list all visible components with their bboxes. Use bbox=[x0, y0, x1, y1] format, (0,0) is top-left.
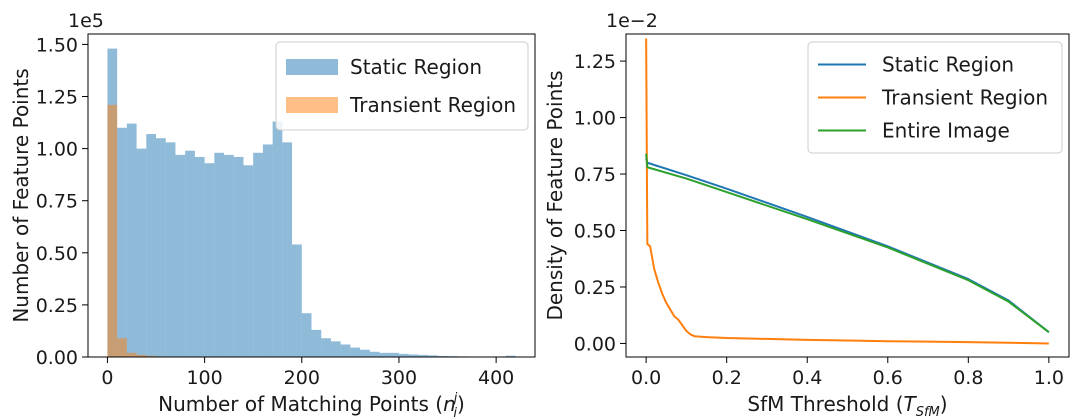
histogram-bar bbox=[369, 351, 380, 357]
x-axis-label: SfM Threshold (TSfM) bbox=[747, 392, 947, 420]
y-tick-label: 1.25 bbox=[36, 87, 78, 109]
histogram-bar bbox=[194, 156, 205, 357]
y-tick-label: 1.50 bbox=[36, 34, 78, 56]
histogram-bar bbox=[233, 156, 244, 357]
histogram-bar bbox=[350, 347, 361, 357]
axes-frame bbox=[625, 33, 1070, 358]
series-line-entire-image bbox=[645, 153, 1050, 333]
histogram-bar bbox=[175, 154, 186, 357]
histogram-bar bbox=[311, 329, 322, 357]
histogram-bar bbox=[214, 152, 225, 357]
y-tick-label: 0.00 bbox=[36, 347, 78, 369]
legend-label: Transient Region bbox=[349, 93, 516, 117]
histogram-bar bbox=[408, 354, 419, 357]
y-tick-label: 0.25 bbox=[36, 295, 78, 317]
histogram-bar bbox=[136, 354, 147, 357]
x-tick-label: 0.4 bbox=[792, 367, 822, 389]
legend-label: Transient Region bbox=[881, 86, 1048, 110]
x-axis-label: Number of Matching Points (nj i) bbox=[158, 391, 465, 420]
y-tick-label: 0.50 bbox=[574, 221, 616, 243]
legend-box bbox=[275, 41, 529, 131]
legend-label: Static Region bbox=[882, 53, 1014, 77]
histogram-bar bbox=[418, 354, 429, 357]
x-tick-label: 100 bbox=[186, 367, 222, 389]
legend-swatch-transient-region bbox=[286, 97, 338, 113]
histogram-bar bbox=[156, 138, 166, 357]
density-line-chart: 0.00 0.25 0.50 0.75 1.00 1.25 0.0 0.2 0.4 0.6 0.8 1… bbox=[543, 10, 1070, 420]
y-axis-label: Density of Feature Points bbox=[543, 70, 567, 320]
x-tick-label: 0.6 bbox=[873, 367, 903, 389]
x-tick-label: 200 bbox=[284, 367, 320, 389]
y-tick-label: 0.00 bbox=[574, 333, 616, 355]
y-tick-label: 0.50 bbox=[36, 243, 78, 265]
histogram-bar bbox=[126, 352, 137, 357]
histogram-chart: 0.00 0.25 0.50 0.75 1.00 1.25 1.50 0 100 200 300 40… bbox=[9, 10, 536, 420]
y-tick-label: 0.25 bbox=[574, 277, 616, 299]
histogram-bar bbox=[136, 148, 147, 357]
series-line-transient-region bbox=[645, 38, 1049, 345]
x-tick-label: 1.0 bbox=[1034, 367, 1064, 389]
histogram-bar bbox=[126, 123, 137, 358]
histogram-bar bbox=[204, 163, 215, 357]
legend-swatch-static-region bbox=[286, 59, 338, 75]
histogram-bar bbox=[389, 352, 399, 357]
histogram-bar bbox=[146, 355, 157, 357]
histogram-bar bbox=[301, 313, 312, 357]
histogram-bar bbox=[107, 104, 118, 357]
histogram-bar bbox=[437, 355, 448, 357]
histogram-bar bbox=[146, 134, 157, 357]
x-tick-label: 300 bbox=[381, 367, 417, 389]
y-tick-label: 0.75 bbox=[574, 164, 616, 186]
histogram-bar bbox=[330, 341, 341, 357]
y-axis-label: Number of Feature Points bbox=[9, 68, 33, 322]
y-tick-label: 0.75 bbox=[36, 191, 78, 213]
histogram-bar bbox=[117, 338, 127, 357]
y-tick-label: 1.00 bbox=[36, 139, 78, 161]
x-tick-label: 0.0 bbox=[631, 367, 661, 389]
y-scale-label: 1e−2 bbox=[606, 10, 658, 32]
histogram-bar bbox=[243, 165, 254, 357]
y-scale-label: 1e5 bbox=[68, 10, 104, 32]
histogram-bar bbox=[117, 127, 127, 357]
histogram-bar bbox=[165, 142, 176, 357]
histogram-bar bbox=[292, 244, 302, 357]
histogram-bar bbox=[360, 349, 370, 357]
series-static-region bbox=[107, 48, 516, 358]
axes-frame bbox=[87, 33, 536, 358]
x-tick-label: 0.2 bbox=[712, 367, 742, 389]
x-tick-label: 0 bbox=[101, 367, 113, 389]
x-tick-label: 400 bbox=[478, 367, 514, 389]
legend-label: Entire Image bbox=[882, 119, 1010, 143]
histogram-bar bbox=[505, 355, 516, 357]
legend-label: Static Region bbox=[350, 55, 482, 79]
histogram-bar bbox=[282, 142, 293, 357]
histogram-bar bbox=[321, 338, 331, 357]
histogram-bar bbox=[262, 144, 273, 357]
histogram-bar bbox=[272, 121, 283, 357]
x-tick-label: 0.8 bbox=[953, 367, 983, 389]
y-tick-label: 1.25 bbox=[574, 51, 616, 73]
histogram-bar bbox=[428, 355, 438, 357]
y-tick-label: 1.00 bbox=[574, 108, 616, 130]
histogram-bar bbox=[185, 150, 195, 357]
histogram-bar bbox=[340, 344, 351, 357]
histogram-bar bbox=[253, 152, 263, 357]
histogram-bar bbox=[379, 352, 390, 357]
legend-box bbox=[807, 41, 1063, 154]
histogram-bar bbox=[224, 154, 234, 357]
histogram-bar bbox=[398, 353, 409, 357]
